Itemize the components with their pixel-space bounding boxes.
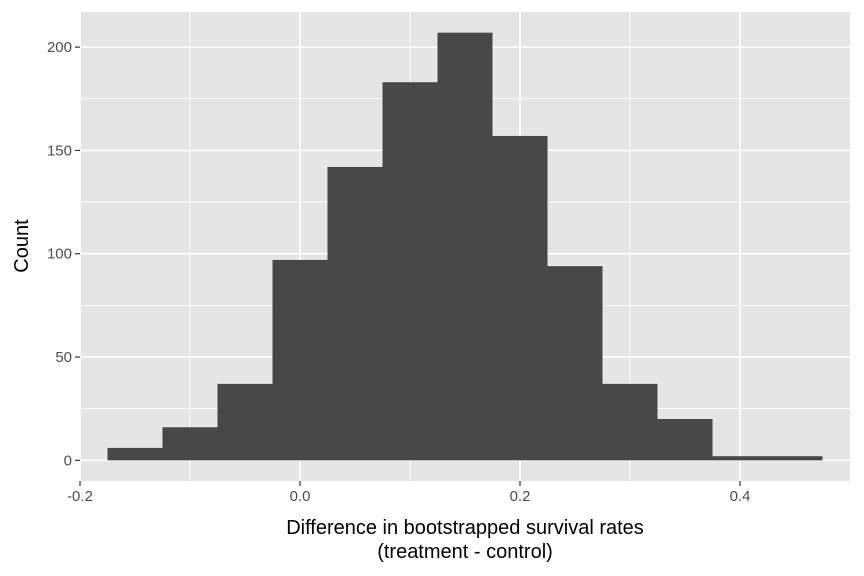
histogram-bar: [492, 135, 548, 461]
histogram-bar: [162, 427, 218, 461]
x-axis: -0.2 0.0 0.2 0.4: [67, 481, 750, 505]
histogram-bar: [272, 259, 328, 461]
y-tick-label: 100: [47, 246, 72, 263]
x-tick-label: 0.0: [290, 488, 311, 505]
y-axis: 0 50 100 150 200: [47, 39, 80, 469]
y-tick-label: 200: [47, 39, 72, 56]
histogram-bars: [107, 32, 823, 461]
y-tick-label: 50: [55, 349, 72, 366]
histogram-bar: [712, 456, 768, 461]
histogram-bar: [602, 383, 658, 461]
x-axis-title-line1: Difference in bootstrapped survival rate…: [286, 517, 644, 539]
histogram-bar: [657, 419, 713, 461]
histogram-bar: [382, 82, 438, 461]
x-tick-label: 0.2: [510, 488, 531, 505]
x-tick-label: -0.2: [67, 488, 93, 505]
histogram-bar: [767, 456, 823, 461]
y-tick-label: 0: [64, 452, 72, 469]
y-tick-label: 150: [47, 142, 72, 159]
x-axis-title-line2: (treatment - control): [377, 541, 553, 563]
histogram-bar: [547, 266, 603, 461]
histogram-bar: [107, 447, 163, 461]
y-axis-title: Count: [11, 219, 33, 273]
histogram-bar: [217, 383, 273, 461]
x-tick-label: 0.4: [730, 488, 751, 505]
histogram-bar: [437, 32, 493, 461]
histogram-bar: [327, 166, 383, 461]
